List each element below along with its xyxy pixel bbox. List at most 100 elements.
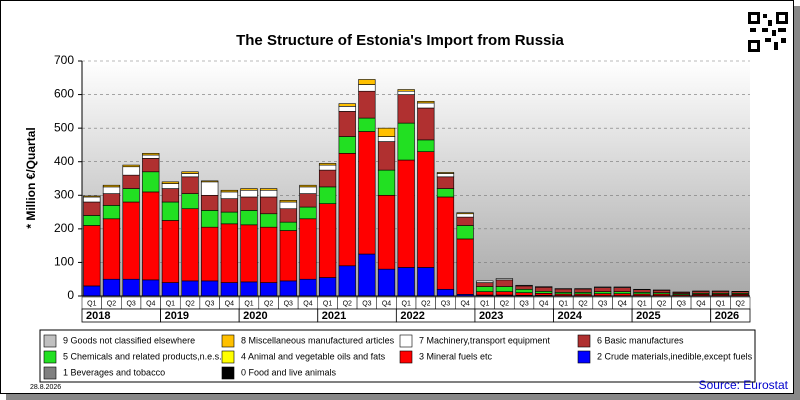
legend-label: 0 Food and live animals xyxy=(241,367,337,377)
legend-label: 7 Machinery,transport equipment xyxy=(419,335,550,345)
bar-segment xyxy=(122,278,140,297)
x-tick-label: Q4 xyxy=(460,300,469,307)
x-tick-label: Q3 xyxy=(362,300,371,307)
bar-segment xyxy=(318,186,337,204)
bar-segment xyxy=(417,102,435,109)
bar-segment xyxy=(495,286,514,292)
bar-segment xyxy=(476,280,494,283)
bar-segment xyxy=(377,136,396,142)
bar-segment xyxy=(161,183,180,189)
legend-swatch xyxy=(577,334,591,348)
year-label: 2024 xyxy=(558,310,583,322)
bar-segment xyxy=(102,193,121,206)
bar-segment xyxy=(377,141,396,171)
year-label: 2018 xyxy=(86,310,110,322)
bar-segment xyxy=(240,224,258,283)
source: Source: Eurostat xyxy=(699,378,789,392)
bar-segment xyxy=(142,171,160,193)
bar-segment xyxy=(260,196,278,215)
bar-segment xyxy=(495,278,514,281)
x-tick-label: Q4 xyxy=(696,300,705,307)
x-tick-label: Q3 xyxy=(598,300,607,307)
x-tick-label: Q3 xyxy=(205,300,214,307)
bar-segment xyxy=(535,290,553,294)
bar-segment xyxy=(260,282,278,297)
bar-segment xyxy=(613,287,631,292)
bar-segment xyxy=(535,286,553,292)
bar-segment xyxy=(633,289,651,293)
bar-segment xyxy=(240,189,258,198)
bar-segment xyxy=(495,279,514,287)
bar-segment xyxy=(240,210,258,226)
bar-segment xyxy=(240,281,258,297)
bar-segment xyxy=(417,139,435,152)
bar-segment xyxy=(397,90,415,95)
bar-segment xyxy=(299,193,317,208)
bar-segment xyxy=(318,203,337,278)
bar-segment xyxy=(161,188,180,203)
bar-segment xyxy=(201,210,219,228)
bar-segment xyxy=(436,188,455,198)
bar-segment xyxy=(260,189,278,198)
x-tick-label: Q2 xyxy=(264,300,273,307)
bar-segment xyxy=(318,163,337,166)
bar-segment xyxy=(358,131,376,255)
bar-segment xyxy=(417,107,435,141)
legend-box xyxy=(39,329,756,383)
bar-segment xyxy=(102,278,121,297)
bar-segment xyxy=(181,176,199,194)
bar-segment xyxy=(142,279,160,297)
legend-swatch xyxy=(221,334,235,348)
bar-segment xyxy=(358,253,376,297)
bar-segment xyxy=(279,208,297,223)
bar-segment xyxy=(220,223,238,283)
bar-segment xyxy=(417,100,435,104)
legend-label: 6 Basic manufactures xyxy=(597,335,684,345)
bar-segment xyxy=(594,293,612,296)
legend-label: 8 Miscellaneous manufactured articles xyxy=(241,335,395,345)
bar-segment xyxy=(377,194,396,270)
bar-segment xyxy=(240,188,258,191)
bar-segment xyxy=(279,201,297,210)
bar-segment xyxy=(102,205,121,220)
legend-swatch xyxy=(221,366,235,380)
y-tick-label: 600 xyxy=(54,87,74,101)
bar-segment xyxy=(613,291,631,294)
bar-segment xyxy=(476,286,494,292)
legend-swatch xyxy=(221,350,235,364)
bar-segment xyxy=(417,151,435,268)
bar-segment xyxy=(83,195,101,198)
bar-segment xyxy=(142,158,160,173)
bar-segment xyxy=(122,188,140,203)
legend-swatch xyxy=(43,366,57,380)
x-tick-label: Q2 xyxy=(185,300,194,307)
bar-segment xyxy=(299,206,317,220)
legend-label: 1 Beverages and tobacco xyxy=(63,367,165,377)
bar-segment xyxy=(397,267,415,297)
x-tick-label: Q1 xyxy=(402,300,411,307)
x-tick-label: Q1 xyxy=(559,300,568,307)
bar-segment xyxy=(102,186,121,194)
bar-segment xyxy=(535,286,553,288)
bar-segment xyxy=(358,117,376,132)
legend-swatch xyxy=(577,350,591,364)
shadow xyxy=(6,394,800,400)
bar-segment xyxy=(299,218,317,280)
bar-segment xyxy=(122,174,140,189)
x-tick-label: Q1 xyxy=(323,300,332,307)
x-tick-label: Q4 xyxy=(539,300,548,307)
x-tick-label: Q1 xyxy=(244,300,253,307)
x-tick-label: Q2 xyxy=(500,300,509,307)
bar-segment xyxy=(338,136,356,154)
bar-segment xyxy=(240,196,258,211)
legend-swatch xyxy=(43,350,57,364)
bar-segment xyxy=(201,280,219,297)
legend-label: 5 Chemicals and related products,n.e.s. xyxy=(63,351,222,361)
bar-segment xyxy=(515,288,533,293)
bar-segment xyxy=(220,282,238,297)
bar-segment xyxy=(318,277,337,297)
y-tick-label: 400 xyxy=(54,154,74,168)
bar-segment xyxy=(436,173,455,178)
bar-segment xyxy=(436,288,455,297)
